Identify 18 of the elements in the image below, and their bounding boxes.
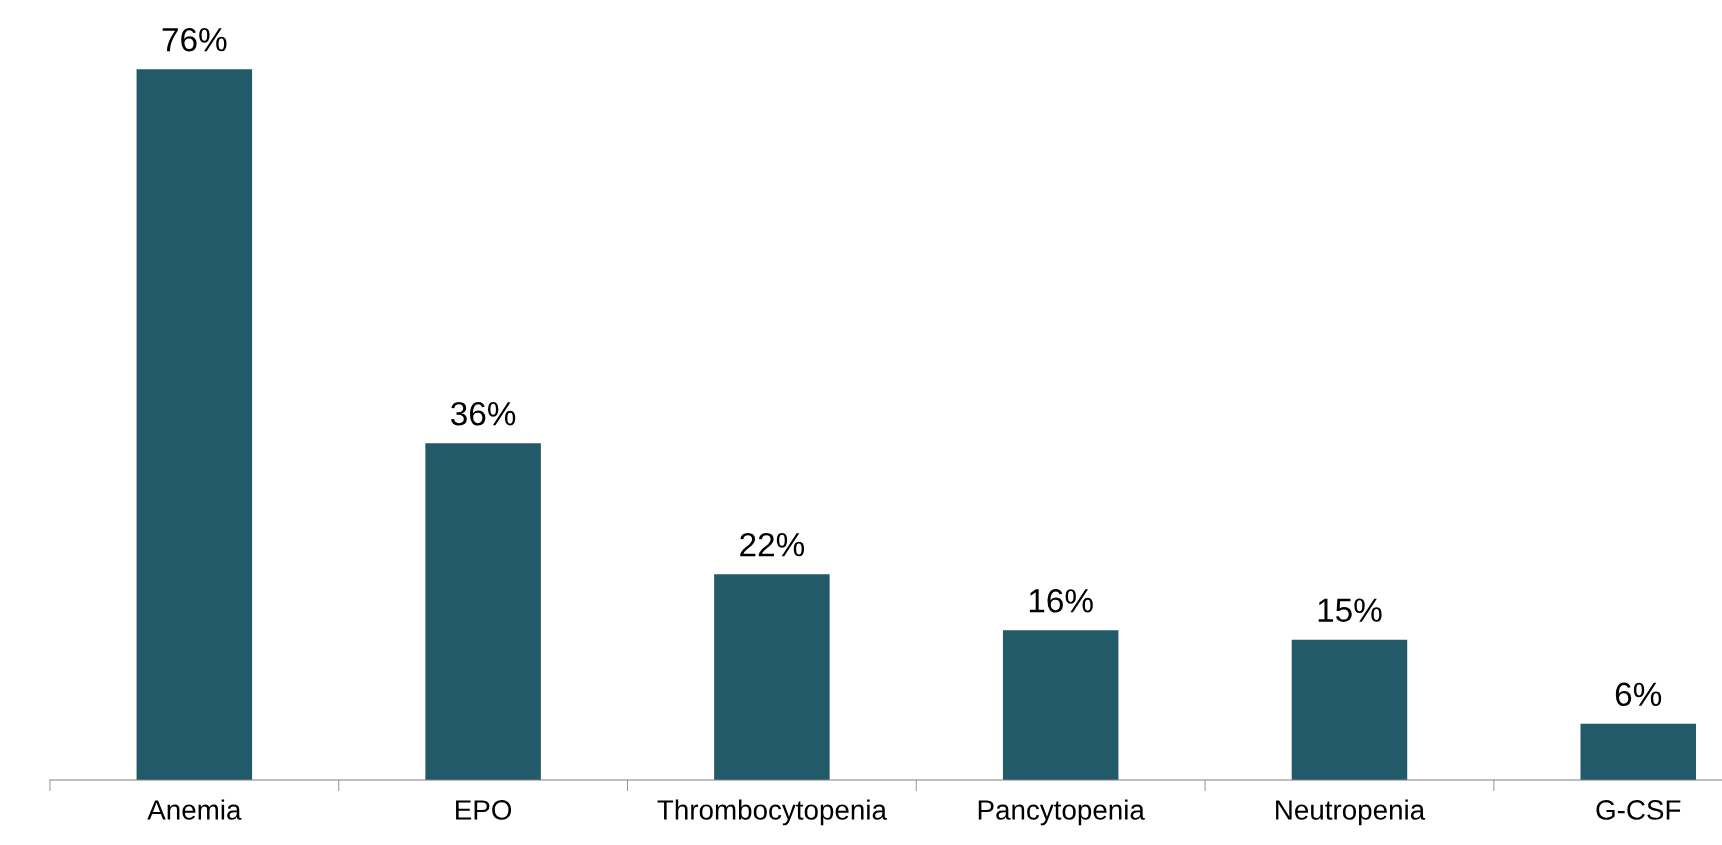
bar <box>1580 723 1697 780</box>
data-label: 15% <box>1318 598 1382 622</box>
bar <box>714 574 830 780</box>
x-tick-label: G-CSF <box>1596 800 1681 820</box>
x-tick-label: Pancytopenia <box>978 799 1145 826</box>
bar <box>1002 630 1119 780</box>
data-label: 16% <box>1029 589 1093 613</box>
x-tick-label: EPO <box>456 800 512 820</box>
x-tick-label: Anemia <box>147 799 242 820</box>
x-tick-label: Neutropenia <box>1276 799 1426 826</box>
data-label: 6% <box>1615 682 1662 707</box>
data-label: 76% <box>162 27 227 52</box>
x-tick-label: Thrombocytopenia <box>657 799 887 826</box>
bar <box>136 69 253 780</box>
data-label: 22% <box>740 532 805 557</box>
data-label: 36% <box>451 401 516 426</box>
bar <box>425 443 541 780</box>
bar <box>1291 639 1408 780</box>
